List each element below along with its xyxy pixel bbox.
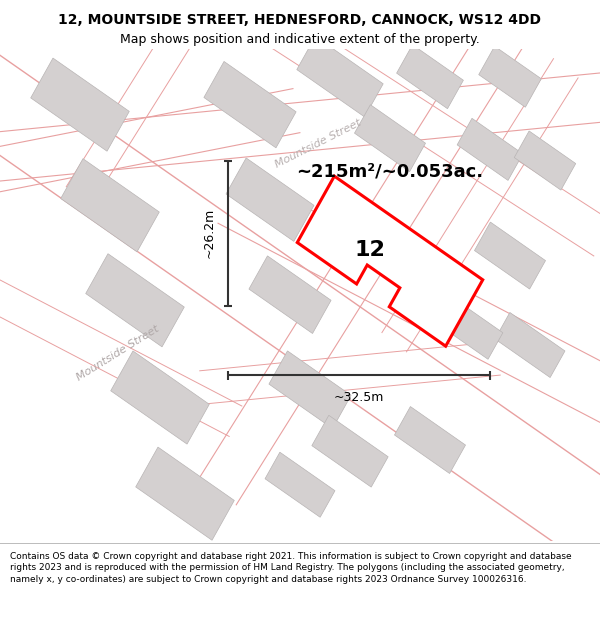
Polygon shape bbox=[204, 61, 296, 148]
Polygon shape bbox=[297, 176, 483, 346]
Polygon shape bbox=[31, 58, 129, 151]
Polygon shape bbox=[86, 254, 184, 347]
Polygon shape bbox=[457, 118, 523, 181]
Polygon shape bbox=[394, 406, 466, 474]
Polygon shape bbox=[265, 452, 335, 518]
Polygon shape bbox=[249, 256, 331, 334]
Polygon shape bbox=[479, 46, 541, 108]
Polygon shape bbox=[136, 447, 234, 540]
Polygon shape bbox=[226, 158, 314, 241]
Text: ~26.2m: ~26.2m bbox=[203, 208, 216, 258]
Text: Contains OS data © Crown copyright and database right 2021. This information is : Contains OS data © Crown copyright and d… bbox=[10, 552, 571, 584]
Polygon shape bbox=[514, 131, 576, 190]
Polygon shape bbox=[437, 297, 503, 359]
Polygon shape bbox=[355, 105, 425, 172]
Polygon shape bbox=[475, 222, 545, 289]
Polygon shape bbox=[61, 159, 159, 252]
Polygon shape bbox=[297, 36, 383, 117]
Text: 12, MOUNTSIDE STREET, HEDNESFORD, CANNOCK, WS12 4DD: 12, MOUNTSIDE STREET, HEDNESFORD, CANNOC… bbox=[59, 13, 542, 27]
Text: Mountside Street: Mountside Street bbox=[273, 118, 363, 170]
Polygon shape bbox=[397, 45, 463, 109]
Text: 12: 12 bbox=[355, 240, 385, 260]
Text: ~32.5m: ~32.5m bbox=[334, 391, 384, 404]
Text: ~215m²/~0.053ac.: ~215m²/~0.053ac. bbox=[296, 162, 484, 181]
Text: Map shows position and indicative extent of the property.: Map shows position and indicative extent… bbox=[120, 33, 480, 46]
Polygon shape bbox=[269, 351, 351, 429]
Polygon shape bbox=[312, 415, 388, 487]
Polygon shape bbox=[111, 351, 209, 444]
Polygon shape bbox=[495, 312, 565, 378]
Text: Mountside Street: Mountside Street bbox=[75, 323, 161, 382]
